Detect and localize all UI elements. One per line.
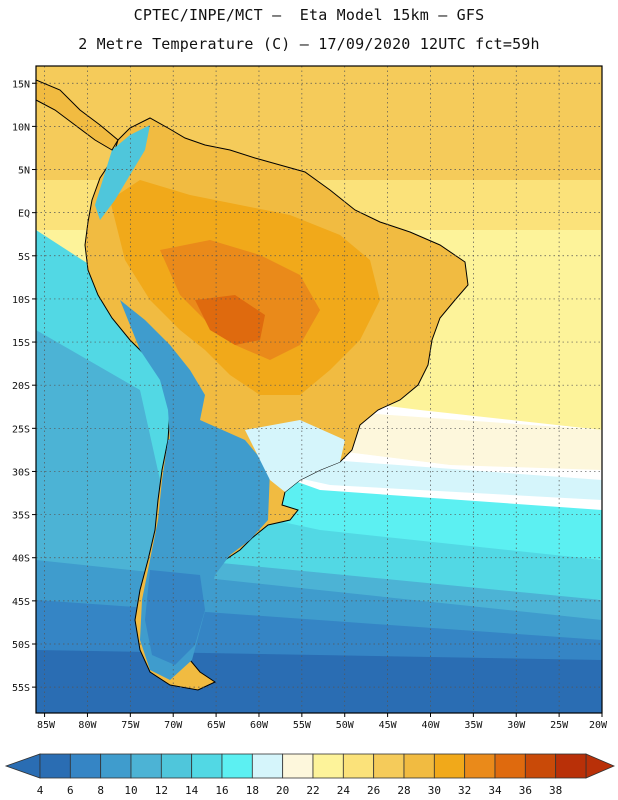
colorbar-swatch <box>251 753 284 779</box>
lat-tick-label: 30S <box>12 467 30 478</box>
lat-tick-label: 10N <box>12 122 30 133</box>
colorbar-label: 38 <box>549 784 562 797</box>
colorbar-swatch <box>160 753 193 779</box>
andes-cold-north <box>95 125 150 220</box>
patagonia-coldest <box>145 570 205 665</box>
lon-tick-label: 30W <box>507 720 526 731</box>
colorbar-label: 22 <box>306 784 319 797</box>
lon-tick-label: 60W <box>250 720 269 731</box>
colorbar-label: 20 <box>276 784 289 797</box>
colorbar-swatch <box>464 753 496 779</box>
lon-tick-label: 85W <box>37 720 56 731</box>
colorbar-swatch <box>342 753 375 779</box>
lon-tick-label: 25W <box>550 720 569 731</box>
colorbar-label: 32 <box>458 784 471 797</box>
title-line-2: 2 Metre Temperature (C) – 17/09/2020 12U… <box>78 35 540 53</box>
lon-tick-label: 45W <box>379 720 398 731</box>
colorbar-left-arrow <box>4 753 41 779</box>
colorbar-label: 34 <box>488 784 502 797</box>
colorbar-swatch <box>403 753 435 779</box>
lat-tick-label: 15S <box>12 338 30 349</box>
colorbar-label: 16 <box>215 784 228 797</box>
lat-tick-label: 5N <box>18 166 30 177</box>
lon-tick-label: 20W <box>589 720 608 731</box>
map-field <box>36 66 602 713</box>
lat-tick-label: 20S <box>12 381 30 392</box>
colorbar-label: 30 <box>428 784 441 797</box>
colorbar-label: 18 <box>246 784 259 797</box>
lat-tick-label: 25S <box>12 424 30 435</box>
colorbar-swatch <box>100 753 132 779</box>
lat-tick-label: EQ <box>18 209 30 220</box>
lat-tick-label: 5S <box>18 252 30 263</box>
title-line-1: CPTEC/INPE/MCT – Eta Model 15km – GFS <box>133 6 485 24</box>
colorbar-swatch <box>39 753 71 779</box>
colorbar-label: 8 <box>97 784 104 797</box>
colorbar-right-arrow <box>585 753 616 779</box>
colorbar-swatch <box>555 753 587 779</box>
lon-tick-label: 40W <box>421 720 440 731</box>
ocean-band-deep-3 <box>36 650 602 713</box>
colorbar-swatch <box>373 753 405 779</box>
lon-tick-label: 35W <box>464 720 483 731</box>
lon-tick-label: 55W <box>293 720 312 731</box>
colorbar-label: 12 <box>155 784 168 797</box>
latitude-labels: 15N 10N 5N EQ 5S 10S 15S 20S 25S 30S 35S 40S 45S 50S 5… <box>12 79 30 694</box>
colorbar-swatch <box>494 753 526 779</box>
colorbar-label: 24 <box>337 784 351 797</box>
colorbar-swatch <box>524 753 557 779</box>
longitude-labels: 85W 80W 75W 70W 65W 60W 55W 50W 45W 40W 35W 30W 25W 2… <box>37 720 608 731</box>
lat-tick-label: 50S <box>12 640 30 651</box>
colorbar-swatch <box>312 753 344 779</box>
colorbar-label: 10 <box>124 784 137 797</box>
lon-tick-label: 80W <box>78 720 97 731</box>
lat-tick-label: 35S <box>12 511 30 522</box>
colorbar-swatch <box>282 753 314 779</box>
graticule <box>32 66 603 717</box>
colorbar-swatch <box>69 753 102 779</box>
central-america-land <box>36 79 119 151</box>
lon-tick-label: 65W <box>207 720 226 731</box>
map-frame <box>35 65 603 714</box>
lon-tick-label: 75W <box>121 720 140 731</box>
colorbar: 4 6 8 10 12 14 16 18 20 22 24 26 28 30 32 34 36 38 <box>4 753 616 797</box>
lat-tick-label: 10S <box>12 295 30 306</box>
colorbar-label: 36 <box>519 784 532 797</box>
colorbar-label: 28 <box>397 784 410 797</box>
colorbar-swatch <box>433 753 466 779</box>
colorbar-label: 26 <box>367 784 380 797</box>
lon-tick-label: 70W <box>164 720 183 731</box>
lat-tick-label: 55S <box>12 683 30 694</box>
land-hottest-core <box>195 295 265 345</box>
colorbar-label: 4 <box>37 784 44 797</box>
ocean-band-cyan <box>36 340 602 560</box>
colorbar-label: 6 <box>67 784 74 797</box>
colorbar-swatch <box>191 753 223 779</box>
colorbar-swatch <box>130 753 162 779</box>
lat-tick-label: 40S <box>12 554 30 565</box>
lon-tick-label: 50W <box>336 720 355 731</box>
colorbar-swatch <box>221 753 253 779</box>
south-brazil-cool <box>245 420 345 492</box>
lat-tick-label: 15N <box>12 79 30 90</box>
lat-tick-label: 45S <box>12 597 30 608</box>
colorbar-label: 14 <box>185 784 199 797</box>
